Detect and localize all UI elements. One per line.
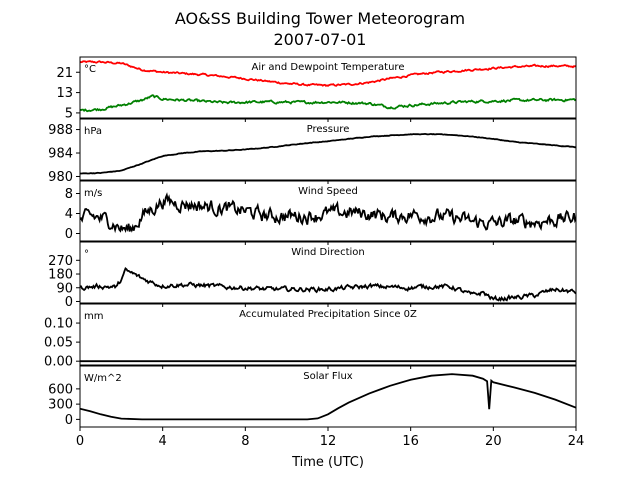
panel-unit-2: m/s	[84, 188, 102, 199]
x-tick-label-0: 0	[76, 434, 84, 449]
y-tick-label-5-1: 300	[48, 398, 73, 413]
y-tick-label-2-1: 4	[65, 207, 73, 222]
series-line-2-0	[80, 192, 576, 234]
x-tick-label-2: 8	[241, 434, 249, 449]
panel-unit-3: °	[84, 249, 89, 260]
series-line-0-1	[80, 94, 576, 113]
panel-unit-0: °C	[84, 64, 96, 75]
panel-unit-4: mm	[84, 311, 103, 322]
y-tick-label-5-0: 0	[65, 413, 73, 428]
x-tick-label-4: 16	[402, 434, 419, 449]
y-tick-label-0-2: 21	[56, 66, 73, 81]
y-tick-label-4-0: 0.00	[44, 355, 73, 370]
y-tick-label-5-2: 600	[48, 382, 73, 397]
x-axis-label: Time (UTC)	[291, 455, 364, 470]
panel-title-4: Accumulated Precipitation Since 0Z	[239, 309, 417, 320]
y-tick-label-3-0: 0	[65, 295, 73, 310]
panel-unit-1: hPa	[84, 126, 102, 137]
y-tick-label-1-1: 984	[48, 147, 73, 162]
series-line-1-0	[80, 132, 576, 175]
x-tick-label-1: 4	[159, 434, 167, 449]
y-tick-label-0-1: 13	[56, 86, 73, 101]
x-tick-label-6: 24	[568, 434, 585, 449]
y-tick-label-3-2: 180	[48, 268, 73, 283]
y-tick-label-3-1: 90	[56, 281, 73, 296]
series-line-3-0	[80, 267, 576, 303]
y-tick-label-1-2: 988	[48, 123, 73, 138]
y-tick-label-4-2: 0.10	[44, 317, 73, 332]
panel-4: 0.00 0.05 0.10 Accumulated Precipitation Si…	[44, 303, 577, 370]
x-tick-label-3: 12	[320, 434, 337, 449]
x-tick-label-5: 20	[485, 434, 502, 449]
panel-2: 0 4 8 Wind Speed m/s	[65, 180, 577, 245]
x-axis: 0 4 8 12 16 20 24	[76, 434, 584, 449]
chart-title: AO&SS Building Tower Meteorogram	[175, 9, 465, 28]
panel-title-2: Wind Speed	[298, 186, 358, 197]
y-tick-label-0-0: 5	[65, 106, 73, 121]
panel-title-3: Wind Direction	[291, 247, 365, 258]
series-line-0-0	[80, 60, 576, 87]
panel-1: 980 984 988 Pressure hPa	[48, 118, 577, 185]
y-tick-label-2-2: 8	[65, 187, 73, 202]
y-tick-label-3-3: 270	[48, 254, 73, 269]
panel-title-1: Pressure	[307, 124, 350, 135]
y-tick-label-1-0: 980	[48, 170, 73, 185]
chart-subtitle: 2007-07-01	[274, 30, 367, 49]
series-line-5-0	[80, 373, 576, 421]
y-tick-label-4-1: 0.05	[44, 336, 73, 351]
panel-title-0: Air and Dewpoint Temperature	[252, 62, 405, 73]
y-tick-label-2-0: 0	[65, 227, 73, 242]
panel-0: 5 13 21 Air and Dewpoint Temperature °C	[56, 56, 577, 122]
panel-title-5: Solar Flux	[303, 371, 353, 382]
panel-unit-5: W/m^2	[84, 373, 122, 384]
